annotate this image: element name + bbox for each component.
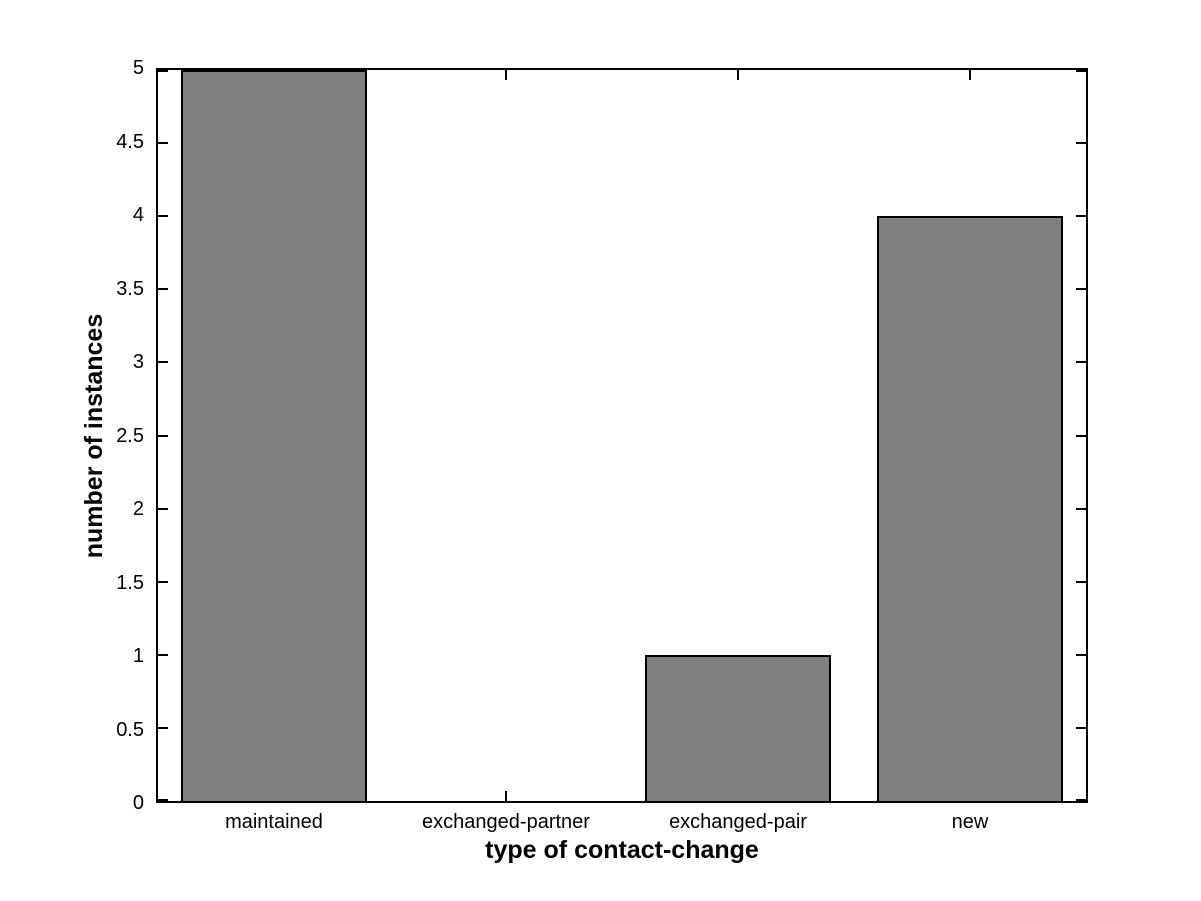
y-tick-label: 3	[132, 351, 144, 373]
y-tick-label: 4.5	[116, 130, 144, 153]
x-tick-label-maintained: maintained	[225, 811, 323, 833]
y-tick-left	[158, 142, 168, 144]
y-tick-left	[158, 288, 168, 290]
y-tick-label: 2	[132, 498, 144, 520]
x-axis-label: type of contact-change	[485, 836, 759, 864]
x-tick-top	[737, 70, 739, 80]
y-tick-right	[1076, 654, 1086, 656]
y-tick-right	[1076, 727, 1086, 729]
bar-maintained	[181, 70, 367, 801]
bar-exchanged-pair	[645, 655, 831, 801]
y-tick-right	[1076, 288, 1086, 290]
y-tick-right	[1076, 508, 1086, 510]
x-tick-top	[505, 70, 507, 80]
y-tick-left	[158, 70, 168, 72]
y-tick-right	[1076, 215, 1086, 217]
y-tick-label: 3.5	[116, 277, 144, 300]
y-tick-left	[158, 361, 168, 363]
y-tick-left	[158, 799, 168, 801]
y-tick-right	[1076, 361, 1086, 363]
y-tick-label: 2.5	[116, 424, 144, 447]
bar-new	[877, 216, 1063, 801]
x-tick-bottom	[505, 791, 507, 801]
x-tick-label-exchanged-pair: exchanged-pair	[669, 811, 807, 833]
y-tick-label: 0	[132, 792, 144, 814]
y-tick-label: 0.5	[116, 718, 144, 741]
y-tick-left	[158, 508, 168, 510]
y-tick-left	[158, 581, 168, 583]
y-tick-right	[1076, 581, 1086, 583]
y-tick-right	[1076, 142, 1086, 144]
x-tick-label-new: new	[951, 811, 989, 833]
y-tick-label: 5	[132, 57, 144, 79]
y-tick-left	[158, 654, 168, 656]
y-tick-label: 1	[132, 645, 144, 667]
x-tick-label-exchanged-partner: exchanged-partner	[422, 811, 590, 833]
y-tick-label: 4	[132, 204, 144, 226]
y-tick-label: 1.5	[116, 571, 144, 594]
plot-area	[156, 68, 1088, 803]
y-tick-right	[1076, 799, 1086, 801]
y-tick-left	[158, 435, 168, 437]
y-tick-left	[158, 215, 168, 217]
x-tick-top	[969, 70, 971, 80]
y-tick-right	[1076, 70, 1086, 72]
y-tick-left	[158, 727, 168, 729]
y-tick-right	[1076, 435, 1086, 437]
